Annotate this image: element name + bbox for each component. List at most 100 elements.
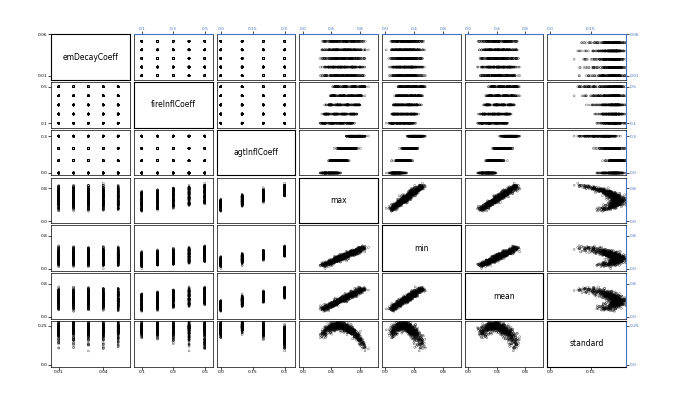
Point [152,323,163,330]
Point [317,120,328,126]
Point [237,55,248,62]
Point [215,326,226,332]
Point [619,299,630,306]
Point [237,260,248,266]
Point [607,305,618,312]
Point [339,93,350,99]
Point [136,301,147,308]
Point [168,170,179,176]
Point [609,102,620,108]
Point [417,55,428,62]
Point [258,188,269,195]
Point [350,145,360,151]
Point [490,38,501,45]
Point [215,72,226,79]
Point [588,133,599,139]
Point [484,259,495,266]
Point [53,300,64,306]
Point [343,249,354,256]
Point [505,102,516,108]
Point [98,93,109,99]
Point [398,158,409,164]
Point [98,195,109,201]
Point [501,83,512,90]
Point [414,83,425,90]
Point [53,170,64,176]
Point [337,64,347,70]
Point [113,158,124,164]
Point [405,55,416,62]
Point [168,64,179,70]
Point [393,301,404,307]
Point [199,185,210,192]
Point [168,55,179,62]
Point [325,38,336,45]
Point [325,158,336,164]
Point [492,256,503,262]
Point [328,258,339,264]
Point [503,133,514,139]
Point [136,145,147,151]
Point [511,246,522,253]
Point [83,324,94,331]
Point [53,198,64,205]
Point [594,261,605,267]
Point [614,145,625,151]
Point [612,39,623,46]
Point [53,252,64,258]
Point [412,288,423,295]
Point [606,93,617,99]
Point [404,102,415,108]
Point [397,301,408,308]
Point [397,196,408,202]
Point [237,258,248,264]
Point [53,327,64,333]
Point [324,323,335,329]
Point [83,261,94,267]
Point [68,204,79,210]
Point [608,145,619,151]
Point [152,304,163,310]
Point [68,93,79,99]
Point [183,145,194,151]
Point [136,307,147,313]
Point [237,102,248,108]
Point [405,192,416,198]
Point [499,64,510,70]
Point [588,244,598,251]
Point [396,64,407,70]
Point [410,133,421,139]
Point [350,145,361,151]
Point [607,72,618,79]
Point [408,120,419,126]
Point [334,324,345,330]
Point [334,145,345,151]
Point [152,294,163,301]
Point [68,111,79,117]
Point [489,325,500,332]
Point [345,291,356,298]
Point [328,259,339,265]
Point [279,250,290,256]
Point [152,301,163,308]
Point [68,289,79,296]
Point [113,83,124,90]
Point [354,246,365,253]
Point [404,193,415,200]
Point [597,248,608,255]
Point [68,247,79,254]
Point [347,290,358,296]
Point [601,305,611,312]
Point [136,207,147,213]
Point [168,329,179,335]
Point [328,64,339,70]
Point [606,189,617,195]
Point [395,302,406,309]
Point [496,102,507,108]
Point [402,298,412,304]
Point [612,296,623,303]
Point [404,192,415,199]
Point [395,158,406,164]
Point [492,47,503,53]
Point [493,322,504,328]
